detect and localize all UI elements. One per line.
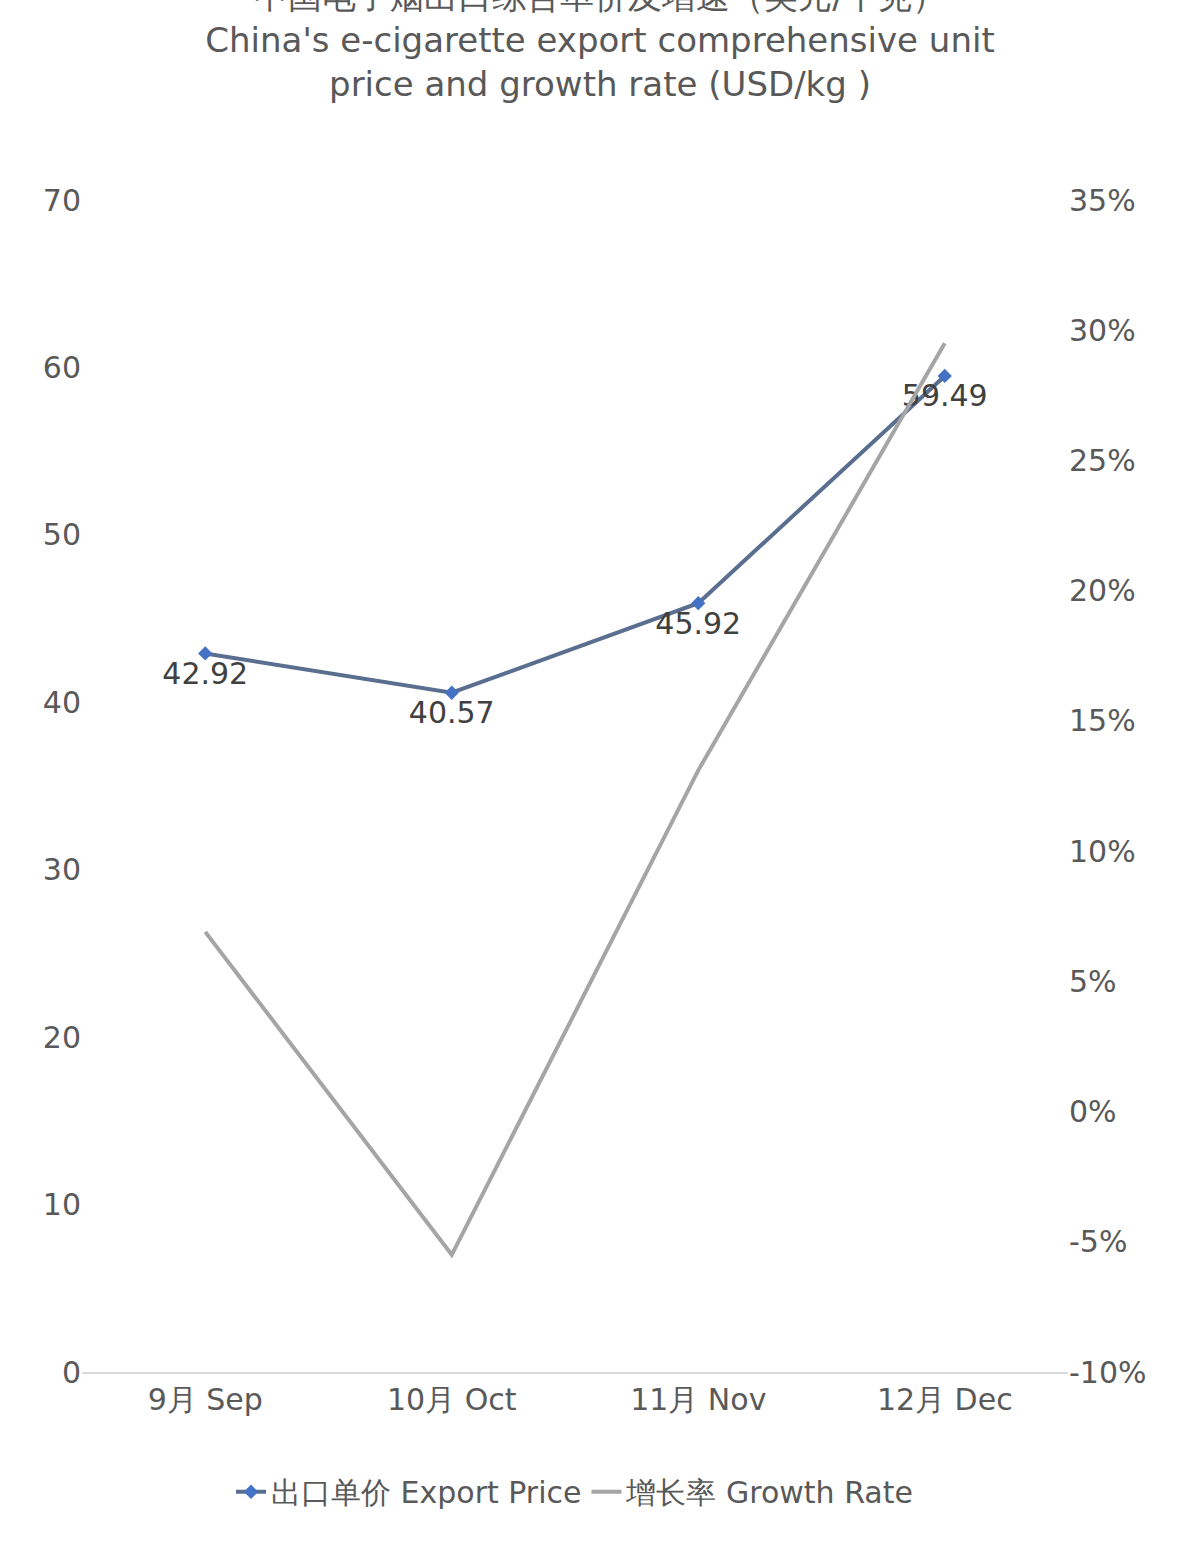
svg-text:11月 Nov: 11月 Nov <box>630 1382 766 1417</box>
svg-text:60: 60 <box>43 350 81 385</box>
svg-text:59.49: 59.49 <box>902 378 988 413</box>
svg-text:中国电子烟出口综合单价及增速（美元/千克）China's e: 中国电子烟出口综合单价及增速（美元/千克）China's e-cigarette… <box>205 0 994 104</box>
svg-text:20%: 20% <box>1069 573 1136 608</box>
svg-text:15%: 15% <box>1069 703 1136 738</box>
svg-text:42.92: 42.92 <box>162 656 248 691</box>
svg-text:25%: 25% <box>1069 443 1136 478</box>
svg-text:70: 70 <box>43 183 81 218</box>
svg-text:5%: 5% <box>1069 964 1117 999</box>
svg-text:30: 30 <box>43 852 81 887</box>
svg-text:10月 Oct: 10月 Oct <box>387 1382 517 1417</box>
svg-text:12月 Dec: 12月 Dec <box>877 1382 1013 1417</box>
svg-text:35%: 35% <box>1069 183 1136 218</box>
svg-text:-5%: -5% <box>1069 1224 1127 1259</box>
svg-text:45.92: 45.92 <box>655 606 741 641</box>
svg-text:20: 20 <box>43 1020 81 1055</box>
svg-text:9月 Sep: 9月 Sep <box>148 1382 263 1417</box>
svg-text:30%: 30% <box>1069 313 1136 348</box>
svg-text:0%: 0% <box>1069 1094 1117 1129</box>
svg-text:50: 50 <box>43 517 81 552</box>
svg-text:-10%: -10% <box>1069 1355 1147 1390</box>
svg-text:出口单价 Export Price: 出口单价 Export Price <box>271 1475 581 1510</box>
svg-text:10%: 10% <box>1069 834 1136 869</box>
svg-text:增长率 Growth Rate: 增长率 Growth Rate <box>625 1475 912 1510</box>
svg-text:0: 0 <box>62 1355 81 1390</box>
svg-text:40.57: 40.57 <box>409 695 495 730</box>
svg-text:40: 40 <box>43 685 81 720</box>
svg-text:10: 10 <box>43 1187 81 1222</box>
